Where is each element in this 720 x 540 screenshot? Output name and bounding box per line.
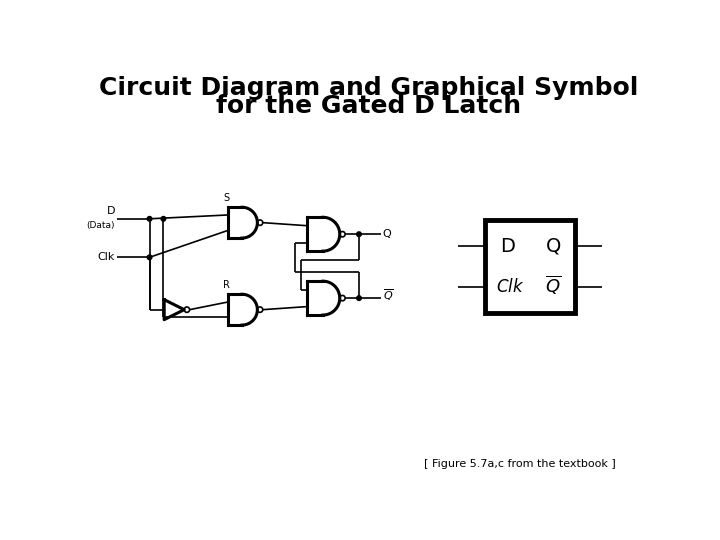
Text: $\overline{Q}$: $\overline{Q}$ [383, 287, 394, 303]
Text: Circuit Diagram and Graphical Symbol: Circuit Diagram and Graphical Symbol [99, 76, 639, 100]
Text: R: R [223, 280, 230, 289]
Circle shape [356, 232, 361, 237]
Circle shape [356, 296, 361, 300]
Text: (Data): (Data) [86, 221, 115, 230]
Text: [ Figure 5.7a,c from the textbook ]: [ Figure 5.7a,c from the textbook ] [423, 458, 616, 469]
Bar [485, 220, 575, 313]
Text: $\overline{Q}$: $\overline{Q}$ [545, 273, 562, 296]
Circle shape [148, 217, 152, 221]
Text: D: D [107, 206, 115, 217]
Text: $\mathit{Clk}$: $\mathit{Clk}$ [496, 278, 524, 296]
Text: Q: Q [383, 229, 392, 239]
Circle shape [161, 217, 166, 221]
Text: Clk: Clk [97, 252, 115, 262]
Text: D: D [500, 237, 515, 256]
Circle shape [148, 255, 152, 260]
Text: for the Gated D Latch: for the Gated D Latch [217, 93, 521, 118]
Text: S: S [223, 193, 230, 202]
Text: Q: Q [546, 237, 562, 256]
